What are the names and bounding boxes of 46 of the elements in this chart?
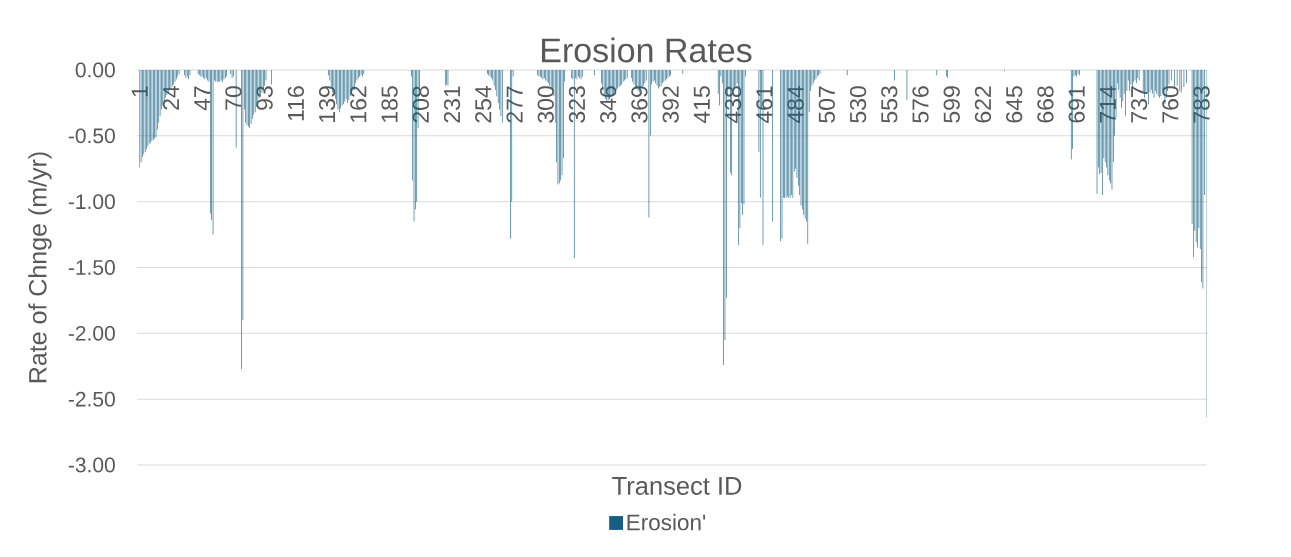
y-tick-label: -1.00 [68, 194, 115, 210]
x-tick-label: 24 [162, 85, 179, 110]
x-tick-label: 323 [568, 86, 586, 123]
y-tick-label: 0.00 [75, 62, 115, 78]
x-tick-label: 277 [506, 86, 523, 123]
x-tick-label: 369 [631, 86, 648, 123]
x-tick-label: 530 [849, 86, 867, 123]
x-tick-label: 208 [412, 86, 429, 123]
x-tick-label: 185 [381, 86, 398, 122]
x-tick-label: 783 [1193, 86, 1210, 123]
x-tick-label: 70 [225, 86, 242, 110]
x-tick-label: 139 [318, 86, 336, 122]
x-tick-label: 461 [756, 86, 773, 124]
x-tick-label: 622 [974, 86, 992, 123]
x-tick-label: 392 [662, 86, 679, 123]
x-tick-label: 553 [881, 86, 898, 123]
x-tick-label: 415 [693, 86, 710, 124]
x-tick-label: 300 [537, 86, 554, 123]
x-tick-label: 47 [194, 86, 211, 111]
x-tick-label: 1 [131, 86, 148, 97]
legend-label: Erosion' [627, 513, 706, 531]
y-tick-label: -1.50 [68, 260, 115, 275]
y-tick-label: -2.50 [68, 391, 115, 407]
y-axis-title: Rate of Chnge (m/yr) [28, 152, 52, 383]
x-tick-label: 599 [943, 86, 960, 123]
x-tick-label: 116 [287, 86, 305, 121]
y-tick-label: -2.00 [68, 325, 115, 341]
x-tick-label: 668 [1037, 86, 1054, 123]
chart-title: Erosion Rates [542, 37, 752, 63]
x-tick-label: 484 [787, 85, 804, 124]
y-tick-label: -0.50 [68, 128, 115, 144]
y-tick-label: -3.00 [68, 457, 115, 473]
x-tick-label: 576 [912, 86, 929, 123]
x-tick-label: 760 [1162, 86, 1179, 123]
x-tick-label: 93 [256, 86, 273, 110]
x-axis-title: Transect ID [612, 477, 742, 495]
x-tick-label: 507 [818, 86, 835, 123]
x-tick-label: 737 [1130, 86, 1148, 123]
x-tick-label: 346 [600, 86, 617, 123]
x-tick-label: 645 [1006, 86, 1023, 123]
x-tick-label: 714 [1099, 85, 1116, 123]
x-tick-label: 691 [1068, 86, 1085, 123]
x-tick-label: 254 [475, 85, 492, 123]
x-tick-label: 231 [443, 86, 461, 123]
x-tick-label: 438 [724, 86, 742, 124]
x-tick-label: 162 [350, 86, 367, 122]
